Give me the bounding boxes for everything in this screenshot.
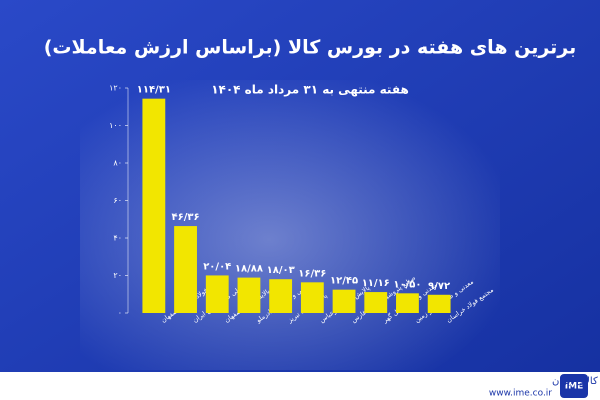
footer-logo-box xyxy=(560,374,588,398)
y-tick-label: ۴۰ xyxy=(113,234,122,243)
footer-bar xyxy=(0,372,600,400)
value-label: ۱۸/۰۳ xyxy=(267,265,295,276)
bar xyxy=(142,98,166,313)
y-tick-label: ۸۰ xyxy=(113,159,122,168)
footer-url: www.ime.co.ir xyxy=(489,389,552,399)
bar xyxy=(332,289,356,313)
y-tick-label: ۱۰۰ xyxy=(109,121,122,130)
bar xyxy=(396,293,419,313)
bar xyxy=(269,279,293,313)
value-label: ۹/۷۲ xyxy=(428,281,450,292)
value-label: ۱۱۴/۳۱ xyxy=(137,85,171,96)
y-tick-label: ۰ xyxy=(118,309,122,318)
y-tick-label: ۶۰ xyxy=(113,196,122,205)
footer-org: بورس کالای ایران xyxy=(552,376,600,387)
value-label: ۱۸/۸۸ xyxy=(235,264,263,275)
bar xyxy=(427,294,451,313)
bar xyxy=(174,226,197,313)
bar xyxy=(300,282,324,313)
chart-title: برترین های هفته در بورس کالا (براساس ارز… xyxy=(44,37,577,59)
value-label: ۱۲/۴۵ xyxy=(330,276,358,287)
bar xyxy=(237,277,261,313)
value-label: ۱۰/۵۰ xyxy=(393,279,421,290)
value-label: ۴۶/۳۶ xyxy=(172,212,200,223)
value-label: ۲۰/۰۴ xyxy=(203,261,231,272)
y-tick-label: ۱۲۰ xyxy=(109,84,122,93)
chart-subtitle: هفته منتهی به ۳۱ مرداد ماه ۱۴۰۴ xyxy=(211,83,409,97)
value-label: ۱۶/۳۶ xyxy=(298,268,326,279)
bar xyxy=(205,275,229,313)
value-label: ۱۱/۱۶ xyxy=(362,278,390,289)
bar xyxy=(364,292,388,313)
y-tick-label: ۲۰ xyxy=(113,271,122,280)
footer-logo: IME xyxy=(565,382,583,392)
